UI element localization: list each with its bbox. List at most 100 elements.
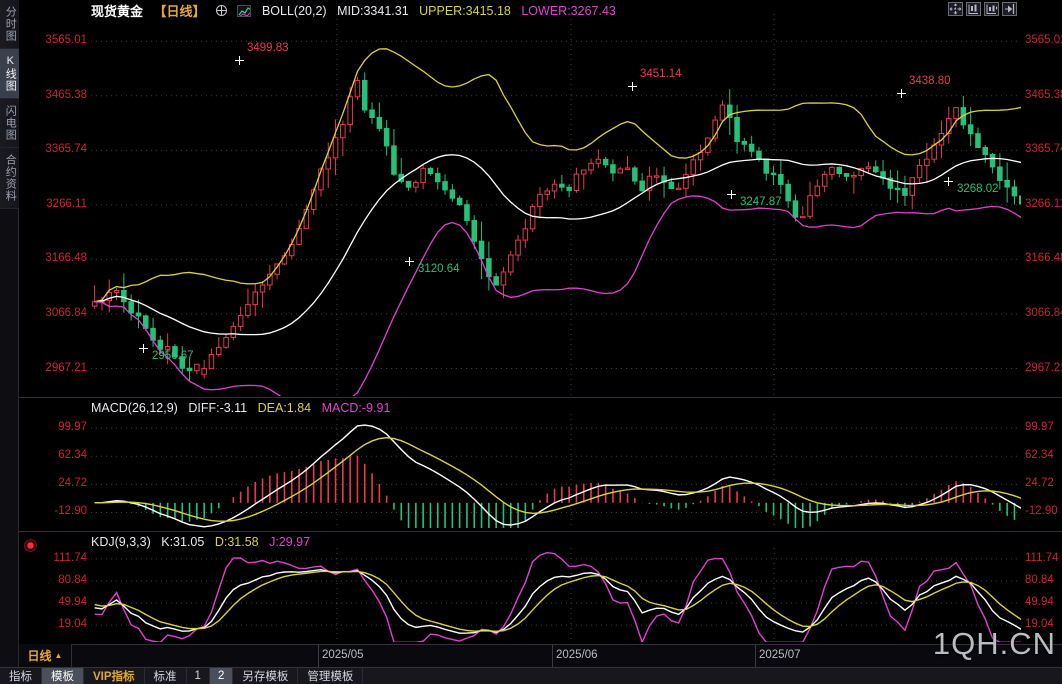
period-badge[interactable]: 日线 ▲ xyxy=(19,644,72,667)
axis-tick-label: 3066.84 xyxy=(1025,306,1062,319)
axis-tick-label: 19.04 xyxy=(1025,618,1054,631)
macd-axis-left: 99.97 62.34 24.72 -12.90 xyxy=(19,398,91,530)
macd-plot-area[interactable] xyxy=(91,414,1021,528)
boll-indicator-name: BOLL(20,2) xyxy=(261,3,327,18)
macd-indicator-name: MACD(26,12,9) xyxy=(91,400,178,415)
kdj-j-value: J:29.97 xyxy=(269,534,311,549)
toolbar-preset-2[interactable]: 2 xyxy=(209,668,234,684)
bottom-toolbar: 指标 模板 VIP指标 标准 1 2 另存模板 管理模板 xyxy=(0,667,1062,684)
kdj-indicator-name: KDJ(9,3,3) xyxy=(91,534,151,549)
indicator-chart-icon[interactable] xyxy=(237,4,252,17)
toolbar-item-label: VIP指标 xyxy=(93,671,135,683)
axis-tick-label: 99.97 xyxy=(1025,421,1054,434)
toolbar-preset-1[interactable]: 1 xyxy=(187,668,210,684)
axis-tick-label: 99.97 xyxy=(58,421,87,434)
kdj-status-dot-icon xyxy=(25,540,36,551)
kdj-panel-header: KDJ(9,3,3) K:31.05 D:31.58 J:29.97 xyxy=(91,534,317,549)
axis-tick-label: 3266.11 xyxy=(46,197,87,210)
kdj-k-value: K:31.05 xyxy=(161,534,205,549)
axis-tick-label: 3266.11 xyxy=(1025,197,1062,210)
toolbar-standard[interactable]: 标准 xyxy=(145,668,187,684)
macd-panel-header: MACD(26,12,9) DIFF:-3.11 DEA:1.84 MACD:-… xyxy=(91,400,397,415)
axis-tick-label: 3166.48 xyxy=(45,252,87,265)
toolbar-item-label: 指标 xyxy=(9,671,32,683)
toolbar-save-template[interactable]: 另存模板 xyxy=(233,668,299,684)
period-badge-label: 日线 xyxy=(27,649,52,663)
toolbar-item-label: 模板 xyxy=(51,671,74,683)
toolbar-template[interactable]: 模板 xyxy=(42,668,84,684)
axis-tick-label: 49.94 xyxy=(1025,596,1054,609)
macd-dea-value: DEA:1.84 xyxy=(257,400,312,415)
toolbar-vip-indicators[interactable]: VIP指标 xyxy=(84,668,145,684)
axis-tick-label: -12.90 xyxy=(1025,505,1058,518)
rail-tab-label: 合约资料 xyxy=(4,154,17,202)
chart-stage: 现货黄金 【日线】 BOLL(20,2) MID:3341.31 UPPER:3… xyxy=(19,0,1062,668)
macd-diff-value: DIFF:-3.11 xyxy=(188,400,248,415)
date-tick-label: 2025/06 xyxy=(556,649,598,661)
price-axis-left: 3565.01 3465.38 3365.74 3266.11 3166.48 3066.… xyxy=(19,0,91,396)
chart-tool-buttons xyxy=(948,2,1017,16)
axis-tick-label: 62.34 xyxy=(58,449,87,462)
symbol-name: 现货黄金 xyxy=(91,4,144,19)
kdj-panel: KDJ(9,3,3) K:31.05 D:31.58 J:29.97 111.7… xyxy=(19,531,1062,644)
axis-tick-label: 3066.84 xyxy=(45,306,87,319)
kdj-chart-svg xyxy=(91,548,1021,642)
axis-tick-label: 3565.01 xyxy=(45,34,87,47)
axis-tick-label: 62.34 xyxy=(1025,449,1054,462)
axis-tick-label: 80.84 xyxy=(1025,573,1054,586)
date-axis: 2025/05 2025/06 2025/07 xyxy=(19,644,1062,668)
axis-tick-label: 19.04 xyxy=(58,618,87,631)
kdj-axis-right: 111.74 80.84 49.94 19.04 xyxy=(1021,532,1062,644)
toolbar-filler xyxy=(363,668,1062,684)
rail-spacer xyxy=(0,209,18,667)
period-badge-arrow-icon: ▲ xyxy=(54,651,63,660)
axis-tick-label: 3365.74 xyxy=(1025,143,1062,156)
axis-tick-label: 24.72 xyxy=(1025,477,1054,490)
date-tick xyxy=(755,645,756,668)
price-chart-svg xyxy=(91,14,1021,396)
boll-mid-value: MID:3341.31 xyxy=(337,3,409,18)
symbol-period: 【日线】 xyxy=(153,4,206,19)
boll-lower-value: LOWER:3267.43 xyxy=(521,3,616,18)
axis-tick-label: 2967.21 xyxy=(1025,361,1062,374)
left-tab-rail: 分时图 K线图 闪电图 合约资料 xyxy=(0,0,19,667)
toolbar-manage-template[interactable]: 管理模板 xyxy=(298,668,364,684)
axis-tick-label: 80.84 xyxy=(58,573,87,586)
axis-tick-label: 24.72 xyxy=(58,477,87,490)
price-panel: 现货黄金 【日线】 BOLL(20,2) MID:3341.31 UPPER:3… xyxy=(19,0,1062,396)
toolbar-indicators[interactable]: 指标 xyxy=(0,668,42,684)
chart-scale-right-icon[interactable] xyxy=(984,2,999,16)
toolbar-item-label: 1 xyxy=(194,670,201,682)
kdj-plot-area[interactable] xyxy=(91,548,1021,642)
toolbar-item-label: 2 xyxy=(217,670,225,682)
macd-hist-value: MACD:-9.91 xyxy=(321,400,391,415)
axis-tick-label: 3365.74 xyxy=(45,143,87,156)
axis-tick-label: 111.74 xyxy=(53,551,87,564)
axis-tick-label: 2967.21 xyxy=(45,361,87,374)
date-tick xyxy=(552,645,553,668)
rail-tab-lightning[interactable]: 闪电图 xyxy=(0,99,19,148)
rail-tab-contract-info[interactable]: 合约资料 xyxy=(0,148,19,209)
chart-shift-icon[interactable] xyxy=(1002,2,1017,16)
crosshair-target-icon[interactable] xyxy=(216,5,227,16)
rail-tab-label: 闪电图 xyxy=(4,105,17,141)
chart-scale-left-icon[interactable] xyxy=(966,2,981,16)
price-plot-area[interactable]: 3499.83 2956.67 3120.64 3451.14 3247.87 3438.… xyxy=(91,14,1021,396)
toolbar-item-label: 管理模板 xyxy=(307,671,354,683)
price-panel-header: 现货黄金 【日线】 BOLL(20,2) MID:3341.31 UPPER:3… xyxy=(91,1,623,20)
axis-tick-label: 3565.01 xyxy=(1025,34,1062,47)
kdj-d-value: D:31.58 xyxy=(214,534,259,549)
rail-tab-label: 分时图 xyxy=(4,6,17,42)
axis-tick-label: 49.94 xyxy=(58,596,87,609)
rail-tab-kline[interactable]: K线图 xyxy=(0,49,19,99)
axis-tick-label: 3465.38 xyxy=(1025,88,1062,101)
axis-tick-label: -12.90 xyxy=(54,505,87,518)
rail-tab-timeshare[interactable]: 分时图 xyxy=(0,0,19,49)
macd-chart-svg xyxy=(91,414,1021,528)
date-tick xyxy=(318,645,319,668)
axis-tick-label: 111.74 xyxy=(1025,551,1059,564)
crosshair-move-icon[interactable] xyxy=(948,2,963,16)
rail-tab-label: K线图 xyxy=(4,55,17,92)
boll-upper-value: UPPER:3415.18 xyxy=(419,3,511,18)
